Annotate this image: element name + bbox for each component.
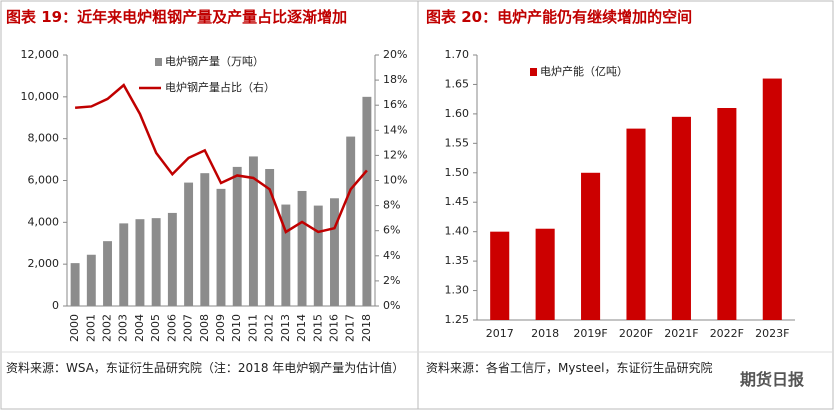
bar — [265, 168, 275, 306]
bar — [135, 219, 145, 306]
y-tick-label: 6,000 — [28, 174, 60, 187]
watermark: 期货日报 — [740, 370, 805, 389]
bar — [70, 263, 80, 306]
y2-tick-label: 16% — [383, 98, 407, 111]
bar — [762, 78, 782, 320]
x-tick-label: 2015 — [311, 314, 324, 342]
x-tick-label: 2014 — [295, 314, 308, 342]
legend-label: 电炉钢产量占比（右） — [165, 80, 275, 94]
bar — [232, 166, 242, 306]
y-tick-label: 1.55 — [445, 136, 470, 149]
bar — [248, 156, 258, 306]
y2-tick-label: 6% — [383, 224, 400, 237]
x-tick-label: 2006 — [165, 314, 178, 342]
chart-title: 图表 19：近年来电炉粗钢产量及产量占比逐渐增加 — [6, 8, 348, 26]
x-tick-label: 2001 — [84, 314, 97, 342]
y-tick-label: 1.60 — [445, 107, 470, 120]
x-tick-label: 2021F — [664, 327, 698, 340]
y-tick-label: 1.35 — [445, 254, 470, 267]
x-tick-label: 2018 — [531, 327, 559, 340]
bar — [313, 205, 323, 306]
y-tick-label: 4,000 — [28, 215, 60, 228]
x-tick-label: 2012 — [263, 314, 276, 342]
line — [75, 83, 368, 234]
y-tick-label: 1.65 — [445, 77, 470, 90]
x-tick-label: 2003 — [117, 314, 130, 342]
y2-tick-label: 18% — [383, 73, 407, 86]
x-tick-label: 2017 — [344, 314, 357, 342]
y-tick-label: 10,000 — [21, 90, 60, 103]
bar — [346, 136, 356, 306]
bar — [717, 108, 737, 320]
x-tick-label: 2016 — [327, 314, 340, 342]
x-tick-label: 2013 — [279, 314, 292, 342]
bar — [362, 96, 372, 306]
y2-tick-label: 4% — [383, 249, 400, 262]
y2-tick-label: 0% — [383, 299, 400, 312]
bar — [535, 228, 555, 320]
legend-label: 电炉产能（亿吨） — [540, 64, 628, 78]
bar — [86, 254, 96, 306]
y-tick-label: 2,000 — [28, 257, 60, 270]
x-tick-label: 2018 — [360, 314, 373, 342]
bar — [216, 188, 226, 306]
source: 资料来源：各省工信厅，Mysteel，东证衍生品研究院 — [426, 361, 713, 375]
y-tick-label: 1.50 — [445, 166, 470, 179]
y-tick-label: 1.25 — [445, 313, 470, 326]
bar — [184, 182, 194, 306]
bar — [490, 231, 510, 320]
x-tick-label: 2009 — [214, 314, 227, 342]
y-tick-label: 1.45 — [445, 195, 470, 208]
x-tick-label: 2004 — [133, 314, 146, 342]
x-tick-label: 2010 — [230, 314, 243, 342]
y2-tick-label: 12% — [383, 148, 407, 161]
bar — [151, 218, 161, 306]
bar — [581, 172, 601, 320]
source: 资料来源：WSA，东证衍生品研究院（注：2018 年电炉钢产量为估计值） — [6, 361, 405, 375]
y2-tick-label: 8% — [383, 199, 400, 212]
y-tick-label: 8,000 — [28, 132, 60, 145]
y2-tick-label: 14% — [383, 123, 407, 136]
y-tick-label: 1.30 — [445, 284, 470, 297]
legend-swatch — [155, 58, 162, 66]
x-tick-label: 2020F — [619, 327, 653, 340]
y-tick-label: 1.70 — [445, 48, 470, 61]
bar — [167, 212, 177, 306]
bar — [281, 204, 291, 306]
bar — [119, 223, 129, 306]
y-tick-label: 12,000 — [21, 48, 60, 61]
x-tick-label: 2011 — [246, 314, 259, 342]
x-tick-label: 2019F — [573, 327, 607, 340]
bar — [103, 241, 112, 306]
bar — [297, 190, 307, 306]
x-tick-label: 2002 — [101, 314, 114, 342]
legend-label: 电炉钢产量（万吨） — [165, 54, 264, 68]
y-tick-label: 0 — [52, 299, 59, 312]
legend-swatch — [530, 68, 537, 76]
x-tick-label: 2023F — [755, 327, 789, 340]
bar — [330, 198, 339, 306]
x-tick-label: 2000 — [68, 314, 81, 342]
y2-tick-label: 10% — [383, 174, 407, 187]
bar — [671, 116, 691, 320]
x-tick-label: 2022F — [710, 327, 744, 340]
bar — [626, 128, 646, 320]
bar — [200, 173, 210, 306]
x-tick-label: 2008 — [198, 314, 211, 342]
y2-tick-label: 20% — [383, 48, 407, 61]
y-tick-label: 1.40 — [445, 225, 470, 238]
x-tick-label: 2007 — [182, 314, 195, 342]
x-tick-label: 2005 — [149, 314, 162, 342]
x-tick-label: 2017 — [486, 327, 514, 340]
y2-tick-label: 2% — [383, 274, 400, 287]
chart-title: 图表 20：电炉产能仍有继续增加的空间 — [426, 8, 693, 26]
